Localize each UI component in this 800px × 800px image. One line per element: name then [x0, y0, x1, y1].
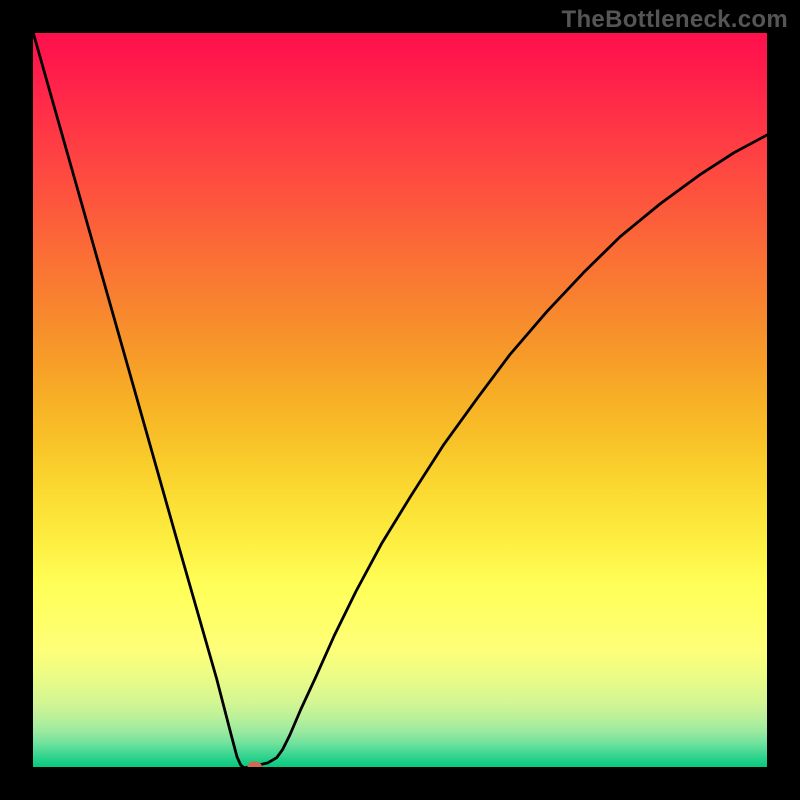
chart-wrapper: TheBottleneck.com — [0, 0, 800, 800]
plot-background — [33, 32, 767, 768]
watermark-label: TheBottleneck.com — [562, 6, 788, 34]
bottleneck-chart — [0, 0, 800, 800]
